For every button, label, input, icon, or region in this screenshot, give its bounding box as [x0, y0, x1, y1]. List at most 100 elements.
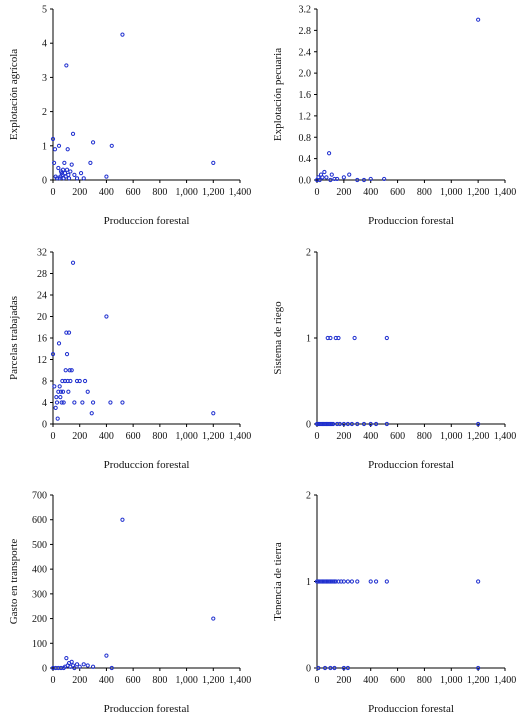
scatter-chart-5: 0 200 400 600 800 1,000 1,200 1,400 0 100 200 300 40…: [8, 491, 252, 716]
data-point: [90, 400, 96, 405]
data-point: [64, 167, 70, 172]
data-point: [72, 172, 77, 177]
data-point: [64, 352, 70, 357]
data-point: [349, 579, 355, 584]
data-point: [104, 174, 109, 179]
y-axis-title: Explotación pecuaria: [272, 48, 284, 141]
data-point: [339, 579, 344, 584]
data-point: [53, 665, 58, 671]
data-point: [65, 378, 70, 384]
data-point: [355, 421, 360, 427]
y-tick-label: 100: [32, 639, 47, 650]
y-tick-label: 1.2: [299, 111, 312, 122]
data-point: [59, 400, 64, 405]
data-point: [81, 662, 86, 667]
x-tick-label: 800: [417, 431, 432, 442]
x-tick-label: 400: [99, 431, 114, 442]
data-point: [341, 579, 346, 584]
data-point: [382, 176, 387, 182]
data-point: [352, 335, 357, 341]
y-tick-label: 0: [42, 176, 47, 187]
y-tick-label: 2.4: [299, 47, 312, 58]
x-tick-label: 1,200: [202, 675, 225, 686]
x-tick-label: 1,200: [467, 431, 490, 442]
x-tick-label: 600: [126, 675, 141, 686]
x-tick-label: 200: [72, 187, 87, 198]
x-tick-label: 400: [363, 675, 378, 686]
y-tick-label: 0.4: [299, 154, 312, 165]
data-point: [347, 172, 352, 177]
x-tick-label: 0: [51, 431, 56, 442]
y-tick-label: 0: [42, 664, 47, 675]
data-point: [66, 330, 72, 335]
y-tick-label: 4: [42, 39, 47, 50]
data-point: [104, 314, 109, 319]
data-point: [57, 384, 62, 389]
data-point: [332, 176, 337, 182]
y-tick-label: 32: [37, 248, 47, 259]
x-tick-label: 600: [390, 187, 405, 198]
data-point: [77, 378, 82, 384]
y-tick-label: 0: [306, 664, 311, 675]
x-axis-title: Produccion forestal: [368, 215, 454, 227]
data-point: [88, 160, 93, 165]
data-point: [120, 517, 125, 522]
data-point: [384, 579, 389, 584]
y-tick-label: 0: [42, 420, 47, 431]
data-point: [337, 421, 342, 427]
data-point: [77, 664, 82, 669]
data-point: [345, 421, 350, 427]
data-point: [328, 335, 333, 341]
data-point: [54, 400, 60, 405]
y-tick-label: 500: [32, 540, 47, 551]
data-point: [55, 416, 60, 421]
y-tick-label: 400: [32, 565, 47, 576]
data-point: [74, 176, 80, 181]
y-tick-label: 4: [42, 398, 47, 409]
data-point: [78, 171, 84, 176]
y-tick-label: 12: [37, 355, 47, 366]
data-point: [384, 421, 389, 427]
y-tick-label: 300: [32, 589, 47, 600]
data-point: [52, 384, 57, 389]
data-point: [63, 368, 68, 373]
y-tick-label: 2: [306, 248, 311, 259]
x-axis-title: Produccion forestal: [368, 703, 454, 714]
data-point: [373, 421, 379, 427]
x-tick-label: 1,400: [494, 675, 517, 686]
data-point: [61, 400, 66, 405]
y-axis-title: Explotación agrícola: [8, 49, 20, 140]
data-point: [90, 664, 96, 669]
x-tick-label: 0: [51, 675, 56, 686]
x-tick-label: 200: [336, 431, 351, 442]
y-tick-label: 1.6: [299, 90, 312, 101]
data-point: [320, 175, 325, 180]
data-point: [66, 176, 72, 181]
data-point: [54, 395, 59, 400]
data-point: [56, 341, 62, 346]
x-tick-label: 600: [126, 187, 141, 198]
data-point: [90, 140, 96, 145]
x-tick-label: 800: [417, 187, 432, 198]
x-tick-label: 1,200: [467, 675, 490, 686]
data-point: [53, 405, 58, 410]
data-point: [60, 378, 65, 384]
data-point: [60, 167, 66, 172]
x-tick-label: 800: [152, 675, 167, 686]
data-point: [56, 389, 61, 394]
x-tick-label: 1,000: [440, 187, 463, 198]
x-tick-label: 200: [72, 675, 87, 686]
data-point: [349, 421, 355, 427]
x-tick-label: 0: [51, 187, 56, 198]
x-tick-label: 200: [336, 675, 351, 686]
x-tick-label: 1,400: [229, 187, 252, 198]
data-point: [69, 368, 74, 373]
data-point: [64, 63, 69, 68]
data-point: [333, 335, 338, 341]
x-tick-label: 1,400: [229, 675, 252, 686]
y-tick-label: 0.8: [299, 133, 312, 144]
data-point: [211, 160, 216, 165]
y-tick-label: 600: [32, 515, 47, 526]
